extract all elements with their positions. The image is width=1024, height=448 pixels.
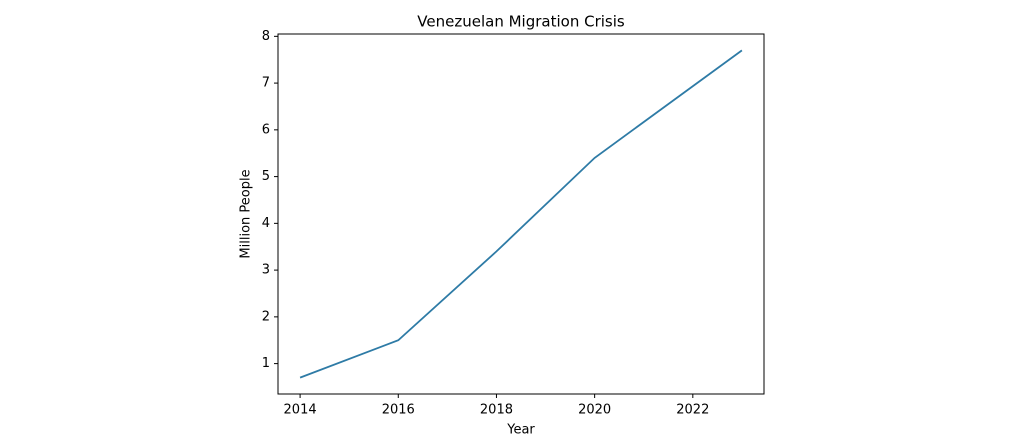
x-tick-label: 2020 xyxy=(578,403,611,418)
x-tick-label: 2014 xyxy=(284,403,317,418)
y-tick-label: 7 xyxy=(262,76,270,91)
plot-frame xyxy=(277,33,765,395)
y-tick-label: 1 xyxy=(262,356,270,371)
y-axis-label: Million People xyxy=(239,169,254,258)
y-tick-label: 4 xyxy=(262,216,270,231)
chart-title: Venezuelan Migration Crisis xyxy=(417,13,625,31)
y-tick-label: 2 xyxy=(262,309,270,324)
x-tick-label: 2018 xyxy=(480,403,513,418)
y-tick-label: 8 xyxy=(262,29,270,44)
x-axis-label: Year xyxy=(506,423,535,438)
x-tick-label: 2016 xyxy=(382,403,415,418)
y-tick-label: 5 xyxy=(262,169,270,184)
x-tick-label: 2022 xyxy=(676,403,709,418)
data-line xyxy=(299,49,743,379)
y-tick-label: 3 xyxy=(262,263,270,278)
y-tick-label: 6 xyxy=(262,122,270,137)
